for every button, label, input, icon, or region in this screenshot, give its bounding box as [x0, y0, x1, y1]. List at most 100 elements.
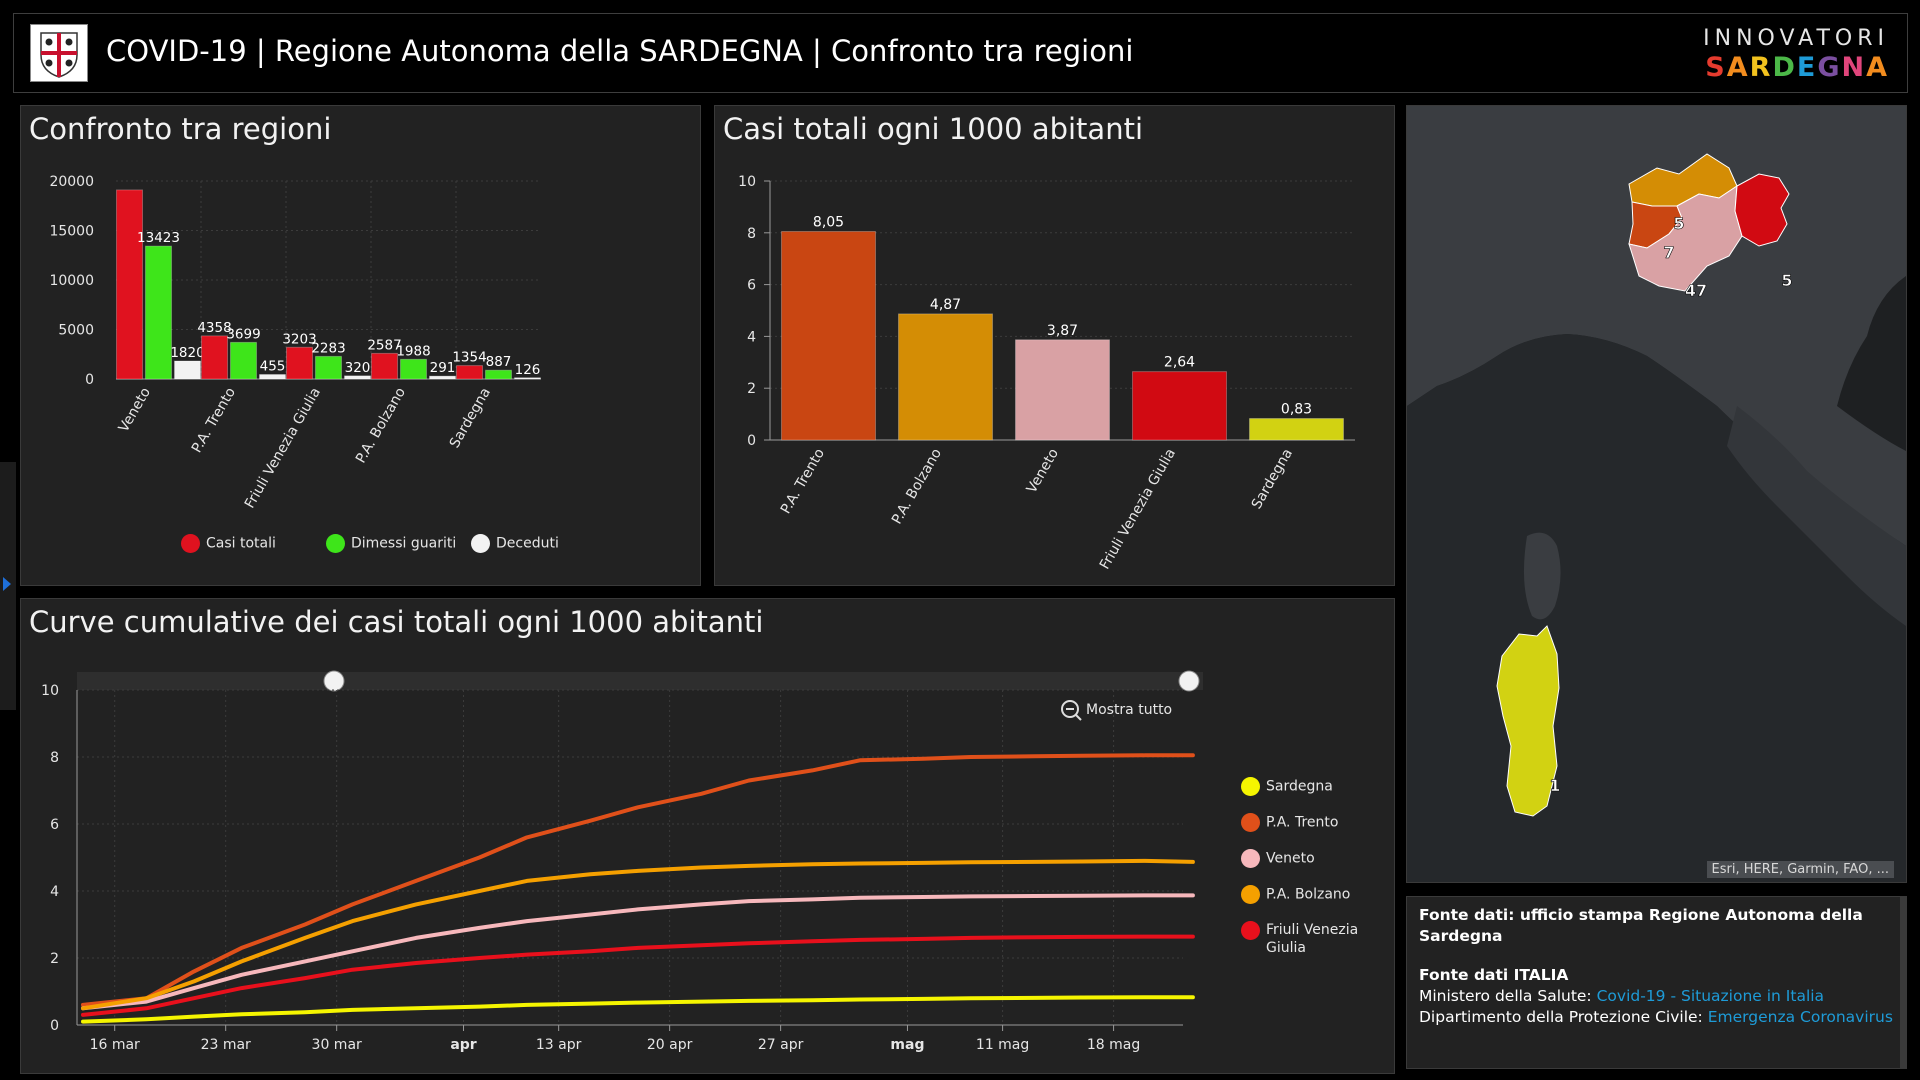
data-label: 2283 — [311, 340, 345, 356]
bar-casi-totali — [456, 365, 483, 380]
x-tick-label: 18 mag — [1087, 1037, 1140, 1053]
info-panel: Fonte dati: ufficio stampa Regione Auton… — [1406, 896, 1907, 1069]
show-all-label: Mostra tutto — [1086, 702, 1173, 718]
source-protezione-label: Dipartimento della Protezione Civile: — [1419, 1008, 1708, 1026]
cases-per-1000-bar-chart[interactable]: 0 2 4 6 8 10 8,05 P.A. Trento 4,87 P.A. Bolzano 3,… — [715, 106, 1394, 585]
expand-arrow-icon[interactable] — [3, 577, 11, 591]
x-tick-label: apr — [450, 1037, 476, 1053]
bar-per-1000 — [1249, 418, 1344, 441]
legend-dot-icon — [1241, 849, 1260, 868]
data-label: 1820 — [170, 345, 204, 361]
data-label: 320 — [345, 360, 371, 376]
x-tick-label: 20 apr — [647, 1037, 693, 1053]
legend-item[interactable]: Casi totali — [181, 534, 276, 553]
region-veneto[interactable] — [1628, 185, 1743, 292]
legend-item[interactable]: P.A. Bolzano — [1241, 885, 1350, 904]
line-series-friuli-venezia-giulia — [81, 934, 1195, 1017]
y-tick-label: 6 — [747, 278, 756, 294]
data-label: 0,83 — [1281, 402, 1312, 418]
brand-letter: G — [1817, 52, 1842, 83]
show-all-button[interactable]: Mostra tutto — [1060, 699, 1172, 721]
bar-deceduti — [174, 360, 201, 380]
x-tick-label: 16 mar — [90, 1037, 140, 1053]
corsica-shape — [1523, 532, 1561, 620]
panel-title: Confronto tra regioni — [29, 112, 332, 146]
legend-item[interactable]: Deceduti — [471, 534, 559, 553]
bar-dimessi-guariti — [485, 369, 512, 380]
map-attribution[interactable]: Esri, HERE, Garmin, FAO, ... — [1706, 861, 1894, 878]
sardegna-crest-icon — [40, 32, 78, 78]
sardegna-logo — [30, 24, 88, 82]
range-slider-handle-left[interactable] — [323, 670, 345, 692]
data-label: 455 — [260, 358, 286, 374]
legend-dot-icon — [1241, 777, 1260, 796]
bar-per-1000 — [1015, 339, 1110, 441]
link-emergenza-coronavirus[interactable]: Emergenza Coronavirus — [1707, 1008, 1893, 1026]
x-tick-label: Friuli Venezia Giulia — [1097, 446, 1179, 572]
panel-cumulative-curves: Curve cumulative dei casi totali ogni 10… — [20, 598, 1395, 1074]
legend-item[interactable]: Sardegna — [1241, 777, 1333, 796]
y-tick-label: 0 — [747, 433, 756, 449]
legend-dot-icon — [181, 534, 200, 553]
y-tick-label: 10000 — [49, 273, 94, 289]
app-header: COVID-19 | Regione Autonoma della SARDEG… — [13, 13, 1908, 93]
legend-item[interactable]: P.A. Trento — [1241, 813, 1338, 832]
bar-casi-totali — [286, 346, 313, 380]
x-tick-label: 23 mar — [201, 1037, 251, 1053]
brand-letter: S — [1705, 52, 1727, 83]
data-label: 3,87 — [1047, 323, 1078, 339]
legend-label: P.A. Bolzano — [1266, 886, 1351, 903]
bar-deceduti — [344, 375, 371, 380]
region-sardegna[interactable] — [1496, 625, 1560, 817]
data-label: 13423 — [137, 230, 180, 246]
data-label: 3699 — [226, 326, 260, 342]
data-label: 4,87 — [930, 297, 961, 313]
data-label: 291 — [430, 360, 456, 376]
legend-item[interactable]: Dimessi guariti — [326, 534, 456, 553]
x-tick-label: P.A. Trento — [189, 385, 239, 456]
data-label: 1988 — [396, 343, 430, 359]
info-scrollbar[interactable] — [1900, 897, 1906, 1068]
data-label: 3203 — [282, 331, 316, 347]
legend-label: Veneto — [1266, 850, 1315, 867]
y-tick-label: 0 — [85, 372, 94, 388]
region-friuli[interactable] — [1734, 173, 1790, 247]
y-tick-label: 15000 — [49, 224, 94, 240]
x-tick-label: 11 mag — [976, 1037, 1029, 1053]
map-panel[interactable]: 5 7 47 5 1 Esri, HERE, Garmin, FAO, ... — [1406, 105, 1907, 883]
range-slider-track — [77, 672, 1203, 690]
regions-bar-chart[interactable]: 05000100001500020000134231820Veneto43583… — [21, 106, 700, 585]
source-sardegna: Fonte dati: ufficio stampa Regione Auton… — [1419, 906, 1863, 945]
legend-label: P.A. Trento — [1266, 814, 1339, 831]
x-tick-label: P.A. Bolzano — [889, 446, 945, 527]
cumulative-line-chart[interactable]: 0 2 4 6 8 10 16 mar 23 mar 30 mar apr 13 apr 20 apr… — [21, 599, 1394, 1073]
x-tick-label: P.A. Bolzano — [353, 385, 409, 466]
brand-innovatori: INNOVATORI — [1703, 26, 1889, 51]
bar-casi-totali — [116, 189, 143, 380]
bar-deceduti — [514, 377, 541, 380]
bar-per-1000 — [1132, 371, 1227, 441]
legend-item[interactable]: Veneto — [1241, 849, 1315, 868]
y-tick-label: 8 — [747, 226, 756, 242]
map-label-veneto: 47 — [1685, 281, 1707, 300]
range-slider-handle-right[interactable] — [1178, 670, 1200, 692]
brand-sardegna: SARDEGNA — [1705, 52, 1889, 83]
line-series-sardegna — [81, 995, 1195, 1024]
central-italy-shape — [1727, 406, 1906, 626]
bar-per-1000 — [898, 313, 993, 441]
legend-item[interactable]: Friuli Venezia Giulia — [1241, 921, 1361, 957]
panel-title: Casi totali ogni 1000 abitanti — [723, 112, 1144, 146]
brand-letter: A — [1866, 52, 1889, 83]
y-tick-label: 20000 — [49, 174, 94, 190]
link-covid-situazione[interactable]: Covid-19 - Situazione in Italia — [1596, 987, 1825, 1005]
data-label: 8,05 — [813, 215, 844, 231]
data-label: 887 — [486, 354, 512, 370]
y-tick-label: 8 — [50, 750, 59, 766]
panel-title: Curve cumulative dei casi totali ogni 10… — [29, 605, 764, 639]
source-ministero-label: Ministero della Salute: — [1419, 987, 1597, 1005]
line-series-p-a-trento — [81, 753, 1195, 1007]
x-tick-label: Sardegna — [1249, 446, 1296, 512]
italy-map[interactable]: 5 7 47 5 1 — [1407, 106, 1906, 882]
y-tick-label: 6 — [50, 817, 59, 833]
data-label: 2,64 — [1164, 355, 1195, 371]
